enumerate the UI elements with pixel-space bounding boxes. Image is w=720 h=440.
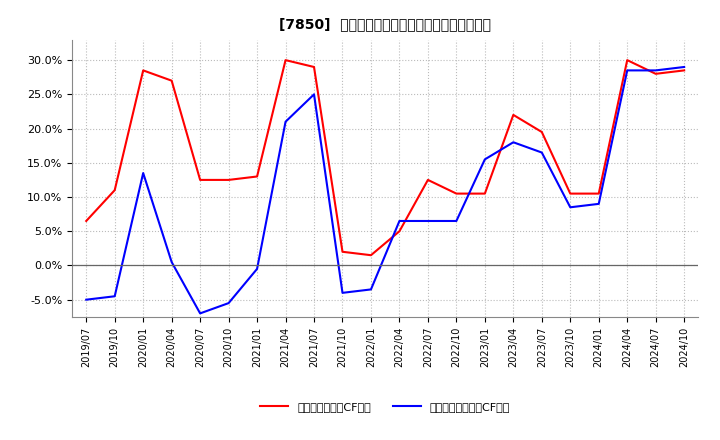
有利子負債営業CF比率 [537, 129, 546, 135]
有利子負債営業CF比率 [452, 191, 461, 196]
有利子負債営業CF比率 [110, 187, 119, 193]
有利子負債フリーCF比率 [595, 201, 603, 206]
有利子負債営業CF比率 [480, 191, 489, 196]
有利子負債営業CF比率 [680, 68, 688, 73]
有利子負債営業CF比率 [225, 177, 233, 183]
有利子負債営業CF比率 [566, 191, 575, 196]
有利子負債フリーCF比率 [82, 297, 91, 302]
有利子負債フリーCF比率 [395, 218, 404, 224]
有利子負債フリーCF比率 [509, 139, 518, 145]
有利子負債営業CF比率 [196, 177, 204, 183]
有利子負債営業CF比率 [338, 249, 347, 254]
有利子負債営業CF比率 [253, 174, 261, 179]
有利子負債営業CF比率 [395, 229, 404, 234]
Legend: 有利子負債営業CF比率, 有利子負債フリーCF比率: 有利子負債営業CF比率, 有利子負債フリーCF比率 [256, 398, 515, 417]
有利子負債フリーCF比率 [480, 157, 489, 162]
有利子負債営業CF比率 [82, 218, 91, 224]
有利子負債営業CF比率 [282, 58, 290, 63]
有利子負債フリーCF比率 [537, 150, 546, 155]
有利子負債フリーCF比率 [566, 205, 575, 210]
有利子負債フリーCF比率 [652, 68, 660, 73]
有利子負債フリーCF比率 [110, 293, 119, 299]
有利子負債営業CF比率 [310, 64, 318, 70]
有利子負債フリーCF比率 [196, 311, 204, 316]
有利子負債営業CF比率 [139, 68, 148, 73]
有利子負債営業CF比率 [623, 58, 631, 63]
有利子負債営業CF比率 [423, 177, 432, 183]
有利子負債営業CF比率 [652, 71, 660, 77]
Line: 有利子負債フリーCF比率: 有利子負債フリーCF比率 [86, 67, 684, 313]
有利子負債フリーCF比率 [623, 68, 631, 73]
有利子負債フリーCF比率 [139, 170, 148, 176]
有利子負債営業CF比率 [509, 112, 518, 117]
有利子負債フリーCF比率 [366, 287, 375, 292]
有利子負債フリーCF比率 [423, 218, 432, 224]
有利子負債営業CF比率 [366, 253, 375, 258]
有利子負債フリーCF比率 [225, 301, 233, 306]
有利子負債フリーCF比率 [310, 92, 318, 97]
Line: 有利子負債営業CF比率: 有利子負債営業CF比率 [86, 60, 684, 255]
Title: [7850]  有利子負債キャッシュフロー比率の推移: [7850] 有利子負債キャッシュフロー比率の推移 [279, 18, 491, 32]
有利子負債フリーCF比率 [167, 260, 176, 265]
有利子負債営業CF比率 [595, 191, 603, 196]
有利子負債フリーCF比率 [253, 266, 261, 271]
有利子負債フリーCF比率 [680, 64, 688, 70]
有利子負債フリーCF比率 [282, 119, 290, 125]
有利子負債営業CF比率 [167, 78, 176, 83]
有利子負債フリーCF比率 [338, 290, 347, 296]
有利子負債フリーCF比率 [452, 218, 461, 224]
